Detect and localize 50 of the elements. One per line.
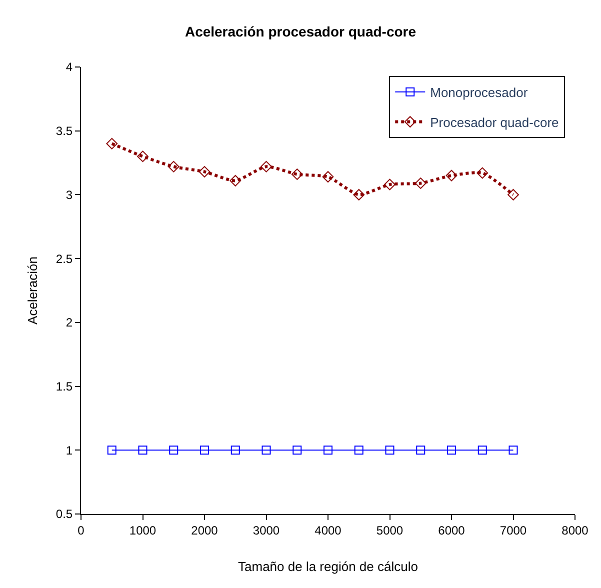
y-tick-label: 1.5 — [56, 379, 73, 394]
point — [354, 446, 364, 455]
point — [385, 446, 394, 455]
point — [447, 446, 456, 455]
y-tick-label: 3.5 — [56, 124, 73, 138]
y-tick-label: 1 — [66, 443, 73, 458]
x-tick-label: 8000 — [562, 523, 589, 538]
y-tick-label: 0.5 — [56, 507, 73, 522]
x-tick-label: 3000 — [252, 523, 280, 538]
point — [107, 446, 116, 455]
point — [508, 189, 519, 200]
y-tick-label: 4 — [66, 60, 73, 74]
point — [478, 446, 487, 455]
point — [291, 168, 303, 180]
point — [414, 178, 426, 189]
x-tick-label: 1000 — [129, 523, 156, 538]
point — [198, 166, 210, 178]
y-axis-title: Aceleración — [24, 256, 40, 324]
point — [508, 446, 518, 455]
y-tick-label: 2.5 — [56, 252, 73, 266]
point — [106, 138, 118, 150]
point — [169, 446, 178, 455]
point — [446, 170, 458, 182]
point — [416, 446, 426, 455]
y-tick-label: 2 — [66, 316, 73, 330]
chart-title: Aceleración procesador quad-core — [184, 23, 416, 40]
x-axis-title: Tamaño de la región de cálculo — [238, 559, 418, 574]
legend-label: Monoprocesador — [430, 84, 528, 100]
x-tick-label: 7000 — [500, 523, 527, 538]
legend-label: Procesador quad-core — [430, 114, 559, 130]
point — [260, 160, 272, 172]
point — [384, 178, 396, 190]
point — [168, 160, 180, 172]
point — [324, 446, 332, 455]
point — [137, 150, 148, 162]
point — [322, 171, 334, 183]
point — [476, 167, 488, 179]
x-tick-label: 2000 — [191, 523, 218, 538]
x-tick-label: 6000 — [438, 523, 466, 538]
x-tick-label: 4000 — [314, 523, 342, 538]
point — [230, 174, 242, 186]
x-tick-label: 0 — [78, 523, 85, 538]
point — [138, 446, 148, 455]
point — [230, 446, 240, 455]
point — [292, 446, 302, 455]
point — [353, 189, 365, 200]
y-tick-label: 3 — [66, 188, 73, 202]
point — [200, 446, 209, 455]
x-tick-label: 5000 — [376, 523, 404, 538]
point — [262, 446, 271, 455]
